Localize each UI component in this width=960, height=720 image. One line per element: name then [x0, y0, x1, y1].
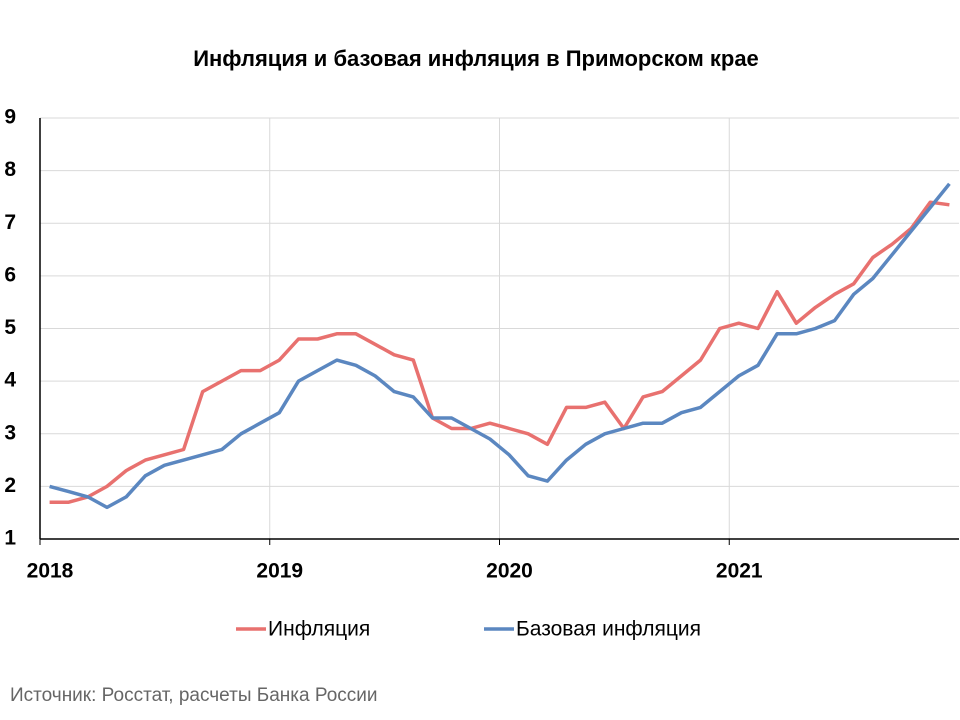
- x-tick-label: 2018: [27, 560, 74, 583]
- chart-title: Инфляция и базовая инфляция в Приморском…: [193, 46, 759, 71]
- y-tick-label: 3: [4, 421, 16, 444]
- y-tick-label: 4: [4, 369, 16, 392]
- legend-label: Инфляция: [268, 618, 370, 641]
- y-tick-label: 1: [4, 527, 16, 550]
- x-tick-label: 2021: [716, 560, 763, 583]
- legend-label: Базовая инфляция: [516, 618, 701, 641]
- y-tick-label: 8: [4, 158, 16, 181]
- y-tick-label: 6: [4, 263, 16, 286]
- y-tick-label: 9: [4, 106, 16, 129]
- series-line: [49, 200, 950, 504]
- y-tick-label: 7: [4, 211, 16, 234]
- y-tick-label: 2: [4, 474, 16, 497]
- y-tick-label: 5: [4, 316, 16, 339]
- x-tick-label: 2020: [486, 560, 533, 583]
- series-line: [49, 182, 951, 510]
- x-tick-label: 2019: [256, 560, 303, 583]
- source-note: Источник: Росстат, расчеты Банка России: [10, 685, 378, 706]
